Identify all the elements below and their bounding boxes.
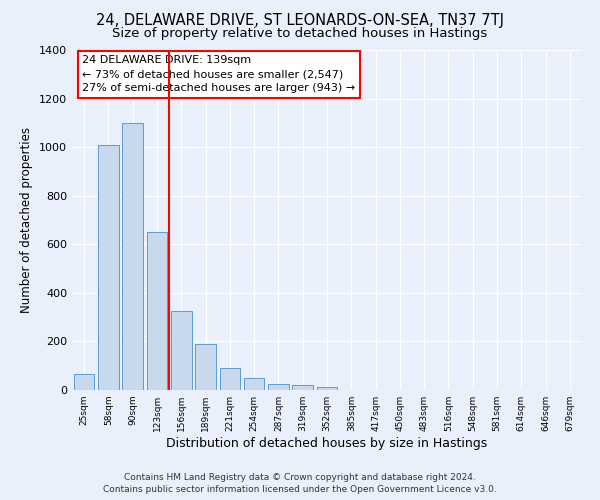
Text: Contains HM Land Registry data © Crown copyright and database right 2024.
Contai: Contains HM Land Registry data © Crown c… [103, 473, 497, 494]
Bar [244, 378, 265, 390]
Bar [122, 123, 143, 390]
Bar [98, 144, 119, 390]
X-axis label: Distribution of detached houses by size in Hastings: Distribution of detached houses by size … [166, 437, 488, 450]
Bar [74, 374, 94, 390]
Bar [146, 232, 167, 390]
Bar [171, 311, 191, 390]
Y-axis label: Number of detached properties: Number of detached properties [20, 127, 34, 313]
Text: Size of property relative to detached houses in Hastings: Size of property relative to detached ho… [112, 28, 488, 40]
Bar [317, 387, 337, 390]
Text: 24, DELAWARE DRIVE, ST LEONARDS-ON-SEA, TN37 7TJ: 24, DELAWARE DRIVE, ST LEONARDS-ON-SEA, … [96, 12, 504, 28]
Bar [195, 344, 216, 390]
Bar [268, 384, 289, 390]
Bar [220, 368, 240, 390]
Text: 24 DELAWARE DRIVE: 139sqm
← 73% of detached houses are smaller (2,547)
27% of se: 24 DELAWARE DRIVE: 139sqm ← 73% of detac… [82, 55, 355, 93]
Bar [292, 385, 313, 390]
